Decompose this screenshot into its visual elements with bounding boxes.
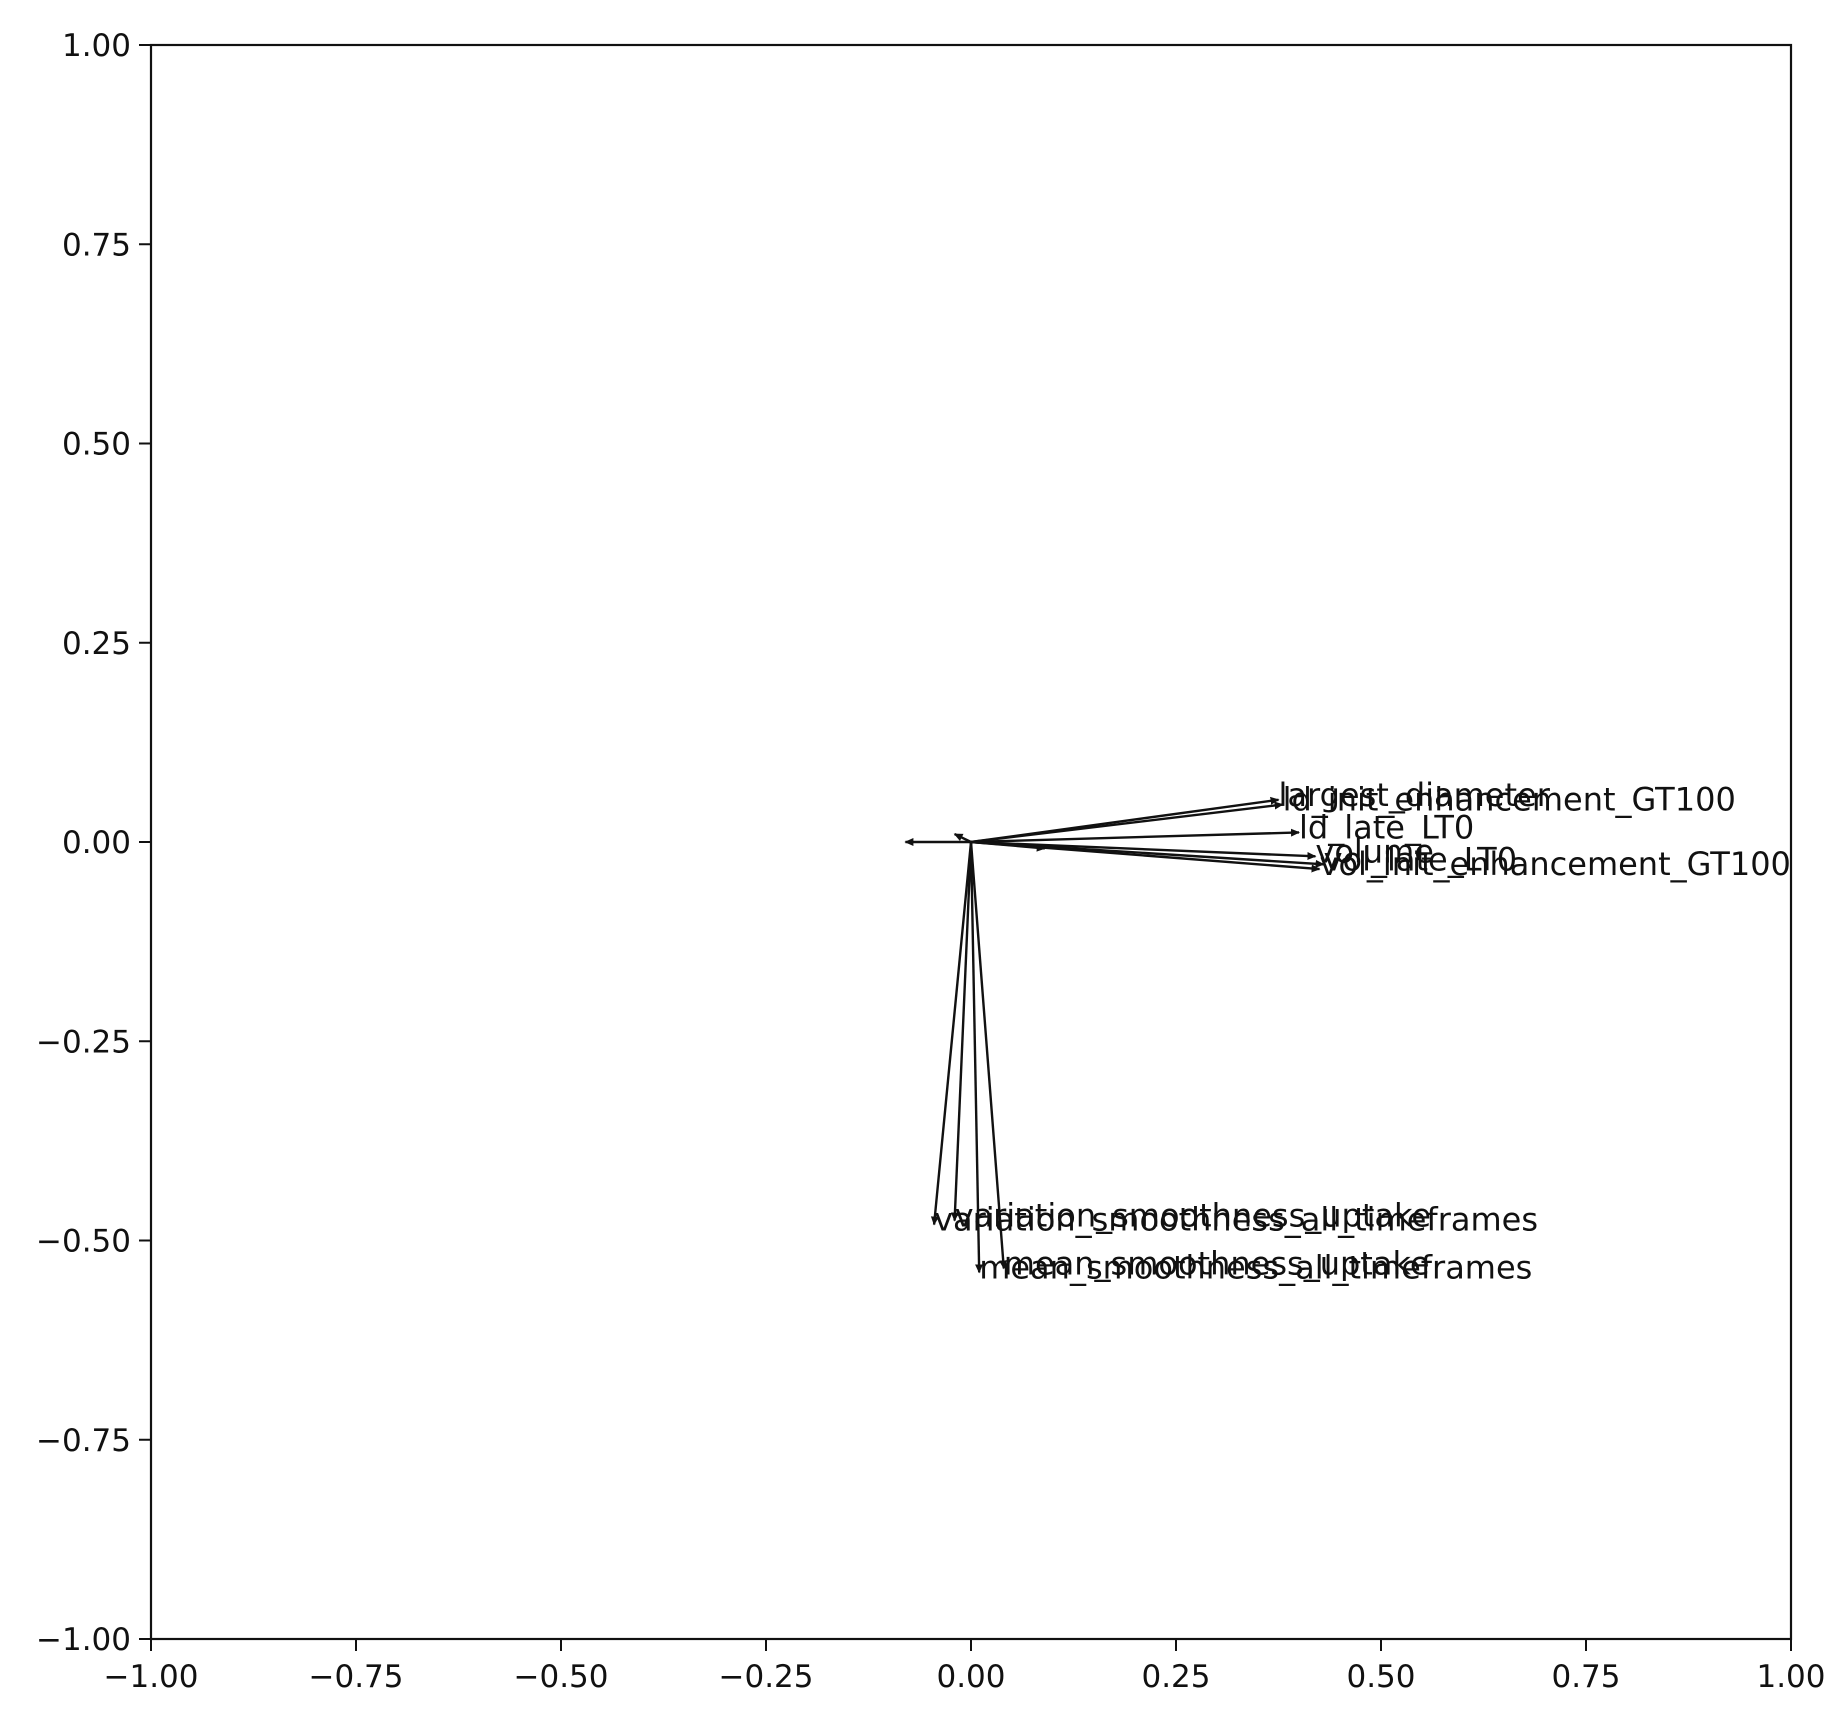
x-tick-label: 0.00: [936, 1659, 1005, 1695]
x-tick-label: 0.50: [1346, 1659, 1415, 1695]
arrow-label: variation_smoothness_uptake: [955, 1197, 1431, 1235]
loading-arrow: [970, 828, 1300, 844]
loading-arrow: [970, 801, 1284, 844]
y-tick-label: 0.50: [62, 427, 131, 463]
y-tick-label: −0.25: [36, 1024, 131, 1060]
loading-arrow: [950, 841, 973, 1222]
arrow-label: mean_smoothness_uptake: [1004, 1244, 1430, 1282]
x-tick-label: −1.00: [104, 1659, 199, 1695]
x-tick-label: −0.75: [309, 1659, 404, 1695]
arrow-label: mean_smoothness_all_timeframes: [979, 1248, 1532, 1286]
x-tick-label: −0.25: [719, 1659, 814, 1695]
loading-arrow: [970, 840, 1317, 861]
loading-arrow: [969, 841, 984, 1274]
loading-arrow: [969, 841, 1008, 1270]
x-tick-label: 1.00: [1756, 1659, 1825, 1695]
y-tick-label: 0.25: [62, 626, 131, 662]
y-tick-label: −0.50: [36, 1224, 131, 1260]
loading-arrow: [930, 841, 973, 1226]
y-tick-label: 0.00: [62, 825, 131, 861]
y-tick-label: −1.00: [36, 1622, 131, 1658]
x-tick-label: 0.75: [1551, 1659, 1620, 1695]
arrow-label: volume: [1315, 832, 1434, 870]
y-tick-label: 1.00: [62, 28, 131, 64]
x-axis-ticks: −1.00 −0.75 −0.50 −0.25 0.00 0.25 0.50 0.75 1.00: [104, 1639, 1826, 1695]
arrow-label: vol_late_LT0: [1324, 840, 1517, 878]
loading-arrow: [953, 832, 972, 844]
arrow-label: variation_smoothness_all_timeframes: [934, 1201, 1538, 1239]
x-tick-label: 0.25: [1141, 1659, 1210, 1695]
loading-vectors: largest_diameterld_init_enhancement_GT10…: [904, 776, 1791, 1286]
y-axis-ticks: 1.00 0.75 0.50 0.25 0.00 −0.25 −0.50 −0.75 −1.00: [36, 28, 151, 1658]
y-tick-label: −0.75: [36, 1423, 131, 1459]
arrow-label: ld_late_LT0: [1299, 808, 1474, 846]
x-tick-label: −0.50: [514, 1659, 609, 1695]
loading-arrow: [970, 840, 1046, 852]
y-tick-label: 0.75: [62, 227, 131, 263]
arrow-label: vol_init_enhancement_GT100: [1320, 845, 1791, 883]
arrow-label: largest_diameter: [1279, 776, 1551, 814]
arrow-label: ld_init_enhancement_GT100: [1283, 781, 1736, 819]
